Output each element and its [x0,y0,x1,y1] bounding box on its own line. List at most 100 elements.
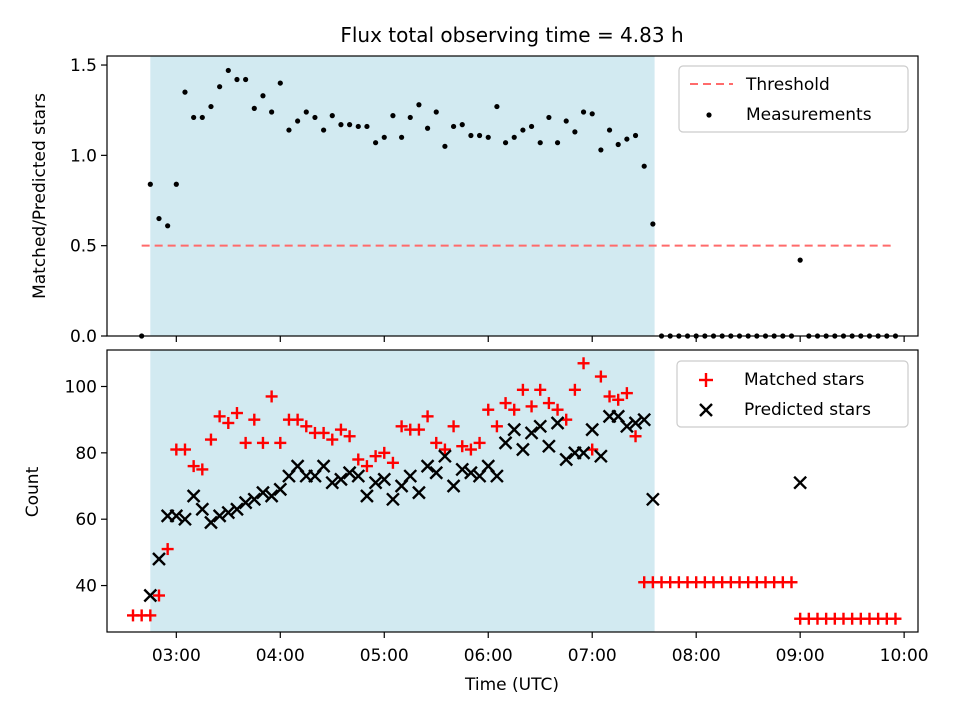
predicted-star-point [594,449,608,464]
matched-star-point [612,393,625,406]
predicted-star-point [334,472,348,487]
bottom-legend-box [676,360,909,428]
measurement-point [624,136,630,142]
predicted-star-point [316,459,331,473]
bottom-shaded-span [150,350,655,632]
y-tick-label: 40 [75,577,97,597]
top-y-axis: 0.0 0.5 1.0 1.5 [70,56,107,347]
measurement-point [546,114,552,121]
matched-star-point [421,410,434,423]
matched-star-point [378,446,391,459]
matched-star-point [464,443,477,456]
measurement-point [234,76,240,83]
predicted-star-point [377,472,392,487]
predicted-star-point [542,439,556,454]
measurement-point [147,181,153,187]
measurement-point [416,102,422,108]
legend-matched-label: Matched stars [744,370,864,390]
measurement-point [269,109,275,115]
matched-star-point [222,416,235,429]
measurement-point [494,103,500,110]
measurement-point [485,134,491,140]
top-y-axis-label: Matched/Predicted stars [30,93,50,299]
predicted-star-point [559,452,574,467]
matched-star-point [516,383,529,396]
predicted-star-point [550,416,565,430]
measurement-point [321,127,327,133]
predicted-star-point [420,459,435,473]
predicted-stars-series [143,409,808,603]
measurement-point [650,221,656,227]
matched-star-point [568,383,581,396]
measurement-point [217,84,223,90]
measurement-point [606,127,613,133]
measurement-point [797,257,803,263]
matched-star-point [629,430,642,443]
measurement-point [563,118,569,124]
y-tick-label: 0.0 [70,327,97,347]
predicted-star-point [247,492,262,507]
predicted-star-point [498,436,513,450]
predicted-star-point [169,509,184,523]
matched-star-point [577,357,590,370]
measurement-point [251,105,257,111]
matched-star-point [542,397,555,410]
top-plot-frame [106,55,919,337]
matched-star-point [594,370,607,383]
matched-star-point [291,413,304,426]
matched-star-point [490,420,503,433]
y-tick-label: 1.5 [70,56,97,76]
measurement-point [286,127,292,133]
predicted-star-point [464,465,478,480]
measurement-point [459,122,465,128]
matched-star-point [386,456,399,469]
measurement-point [433,109,439,115]
chart-title: Flux total observing time = 4.83 h [340,23,683,47]
measurement-point [502,140,509,146]
measurement-point [338,122,344,128]
measurement-point [243,76,249,83]
predicted-star-point [637,412,652,427]
measurement-point [580,109,587,115]
predicted-star-point [576,445,591,460]
predicted-star-point [516,442,530,457]
predicted-star-point [628,416,643,430]
measurement-point [468,132,474,139]
predicted-star-point [178,512,192,527]
matched-star-point [265,390,278,403]
measurements-series [139,67,899,339]
measurement-point [295,118,301,124]
x-tick-label: 08:00 [672,646,721,666]
predicted-star-point [429,465,444,480]
measurement-point [632,132,639,139]
measurement-point [208,103,214,110]
matched-star-point [551,403,564,416]
legend-measurements-swatch [706,112,712,118]
matched-star-point [430,436,443,449]
matched-star-point [395,420,408,433]
measurement-point [277,80,283,86]
measurement-point [381,134,387,140]
predicted-star-point [325,475,340,490]
matched-star-point [300,420,313,433]
measurement-point [407,114,413,121]
predicted-star-point [273,482,288,497]
measurement-point [572,129,578,135]
predicted-star-point [403,469,418,483]
matched-star-point [274,436,287,449]
predicted-star-point [195,502,210,517]
matched-star-point [343,430,356,443]
matched-star-point [456,440,469,453]
matched-star-point [525,400,538,413]
matched-star-point [161,543,174,556]
predicted-star-point [533,419,548,434]
x-tick-label: 07:00 [568,646,617,666]
top-shaded-span [150,56,655,336]
top-legend-box [678,65,909,133]
measurement-point [225,67,231,74]
x-tick-label: 06:00 [464,646,513,666]
predicted-star-point [351,469,366,483]
predicted-star-point [230,502,244,517]
legend-measurements-label: Measurements [746,105,872,125]
matched-star-point [213,410,226,423]
